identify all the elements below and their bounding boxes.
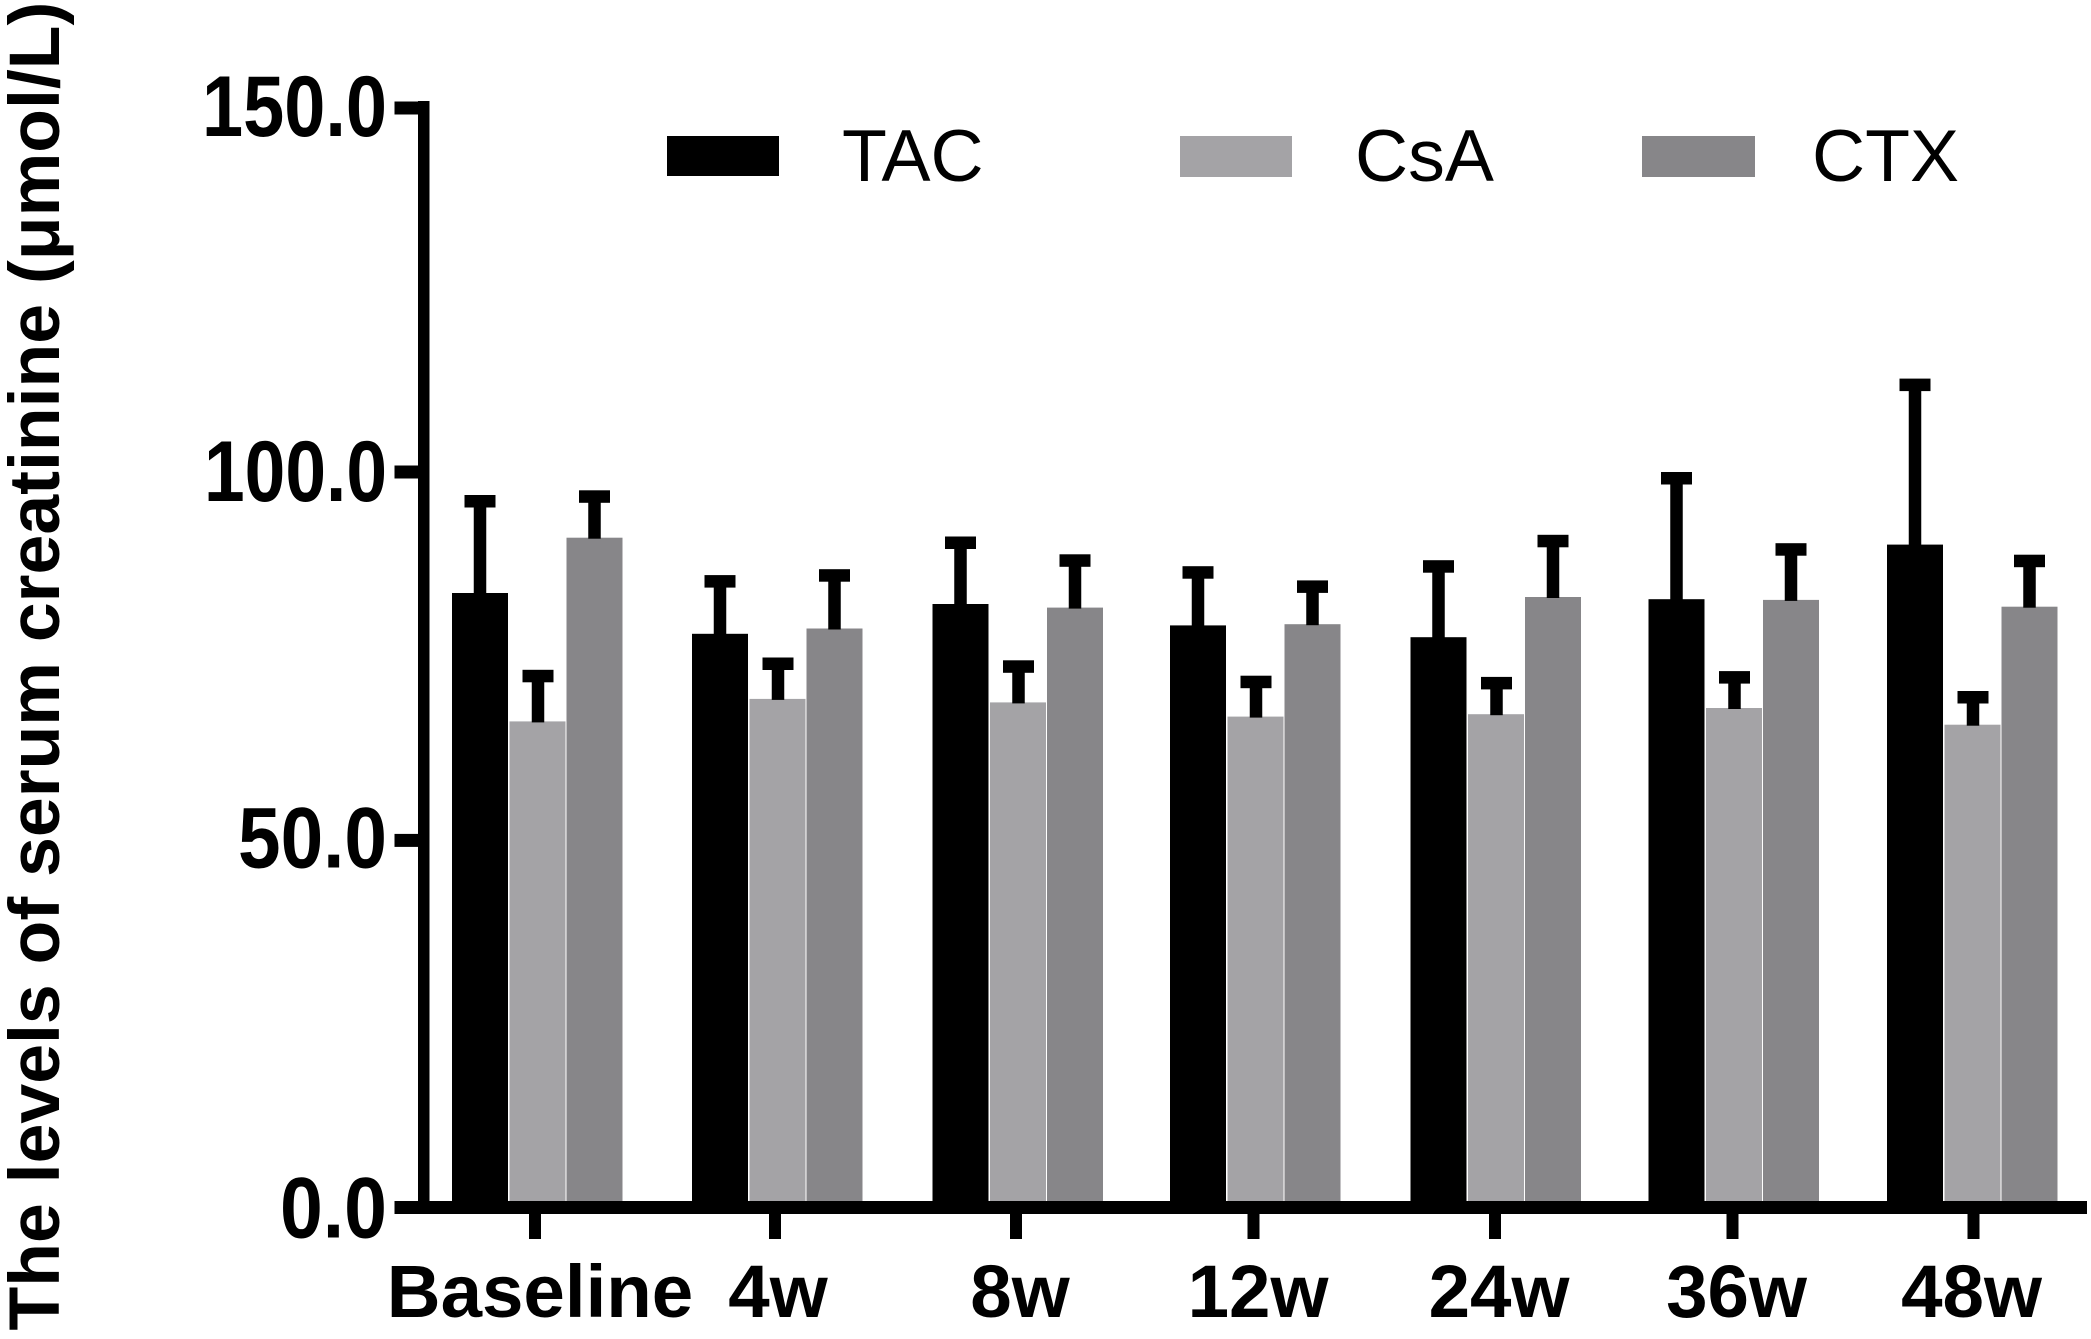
svg-text:150.0: 150.0 — [202, 59, 387, 155]
svg-text:12w: 12w — [1188, 1250, 1330, 1333]
svg-text:Baseline: Baseline — [387, 1250, 693, 1333]
svg-text:100.0: 100.0 — [204, 424, 387, 520]
svg-text:48w: 48w — [1901, 1250, 2043, 1333]
svg-text:CTX: CTX — [1812, 114, 1959, 197]
svg-text:36w: 36w — [1666, 1250, 1808, 1333]
svg-text:24w: 24w — [1429, 1250, 1571, 1333]
svg-text:50.0: 50.0 — [238, 791, 387, 887]
svg-text:The levels of serum creatinine: The levels of serum creatinine (μmol/L) — [0, 2, 75, 1331]
svg-text:TAC: TAC — [842, 114, 984, 197]
svg-text:8w: 8w — [970, 1250, 1070, 1333]
svg-text:0.0: 0.0 — [280, 1160, 387, 1256]
svg-text:4w: 4w — [728, 1250, 828, 1333]
svg-text:CsA: CsA — [1355, 114, 1494, 197]
